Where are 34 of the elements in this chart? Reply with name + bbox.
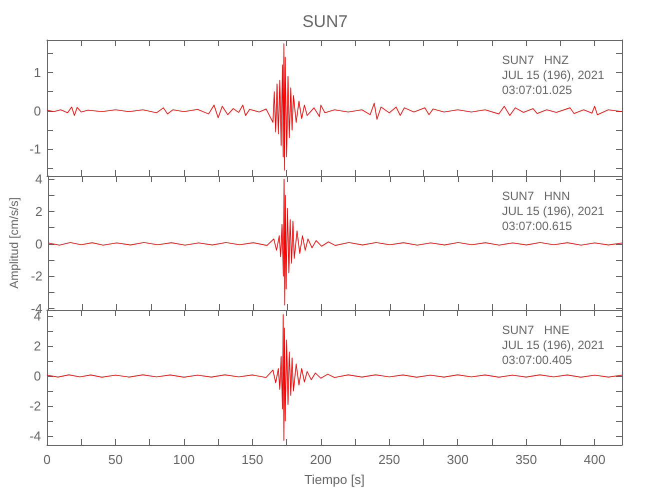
y-tick-label: 1 — [34, 65, 41, 80]
y-tick-label: 2 — [34, 338, 41, 354]
y-tick-label: -1 — [29, 142, 41, 157]
y-tick-label: -4 — [29, 428, 41, 444]
line-series — [46, 314, 622, 441]
y-tick-label: 0 — [34, 103, 41, 118]
annotation: SUN7 HNZ — [502, 53, 569, 67]
annotation: SUN7 HNE — [502, 323, 570, 337]
x-axis-title: Tiempo [s] — [304, 472, 365, 487]
y-tick-label: -2 — [30, 268, 42, 284]
y-tick-label: -2 — [29, 398, 41, 414]
x-tick-label: 100 — [173, 452, 195, 467]
x-tick-label: 150 — [242, 452, 264, 467]
x-tick-label: 350 — [515, 452, 538, 467]
y-tick-label: 0 — [35, 236, 42, 252]
x-tick-label: 400 — [584, 452, 606, 467]
y-tick-label: 4 — [35, 172, 42, 187]
annotation: SUN7 HNN — [502, 189, 570, 203]
x-tick-label: 250 — [378, 452, 400, 467]
annotation: 03:07:00.405 — [502, 353, 572, 367]
y-axis-title: Amplitud [cm/s/s] — [7, 197, 21, 289]
annotation: 03:07:00.615 — [502, 219, 572, 233]
line-series — [46, 43, 622, 171]
y-tick-label: 2 — [35, 204, 42, 220]
x-tick-label: 50 — [108, 452, 123, 467]
chart-title: SUN7 — [302, 12, 348, 31]
annotation: JUL 15 (196), 2021 — [502, 68, 605, 82]
x-tick-label: 300 — [446, 452, 469, 467]
annotation: JUL 15 (196), 2021 — [502, 204, 605, 218]
x-tick-label: 200 — [310, 452, 332, 467]
line-series — [48, 178, 622, 306]
annotation: 03:07:01.025 — [502, 83, 572, 97]
annotation: JUL 15 (196), 2021 — [502, 338, 605, 352]
y-tick-label: 0 — [34, 368, 41, 384]
